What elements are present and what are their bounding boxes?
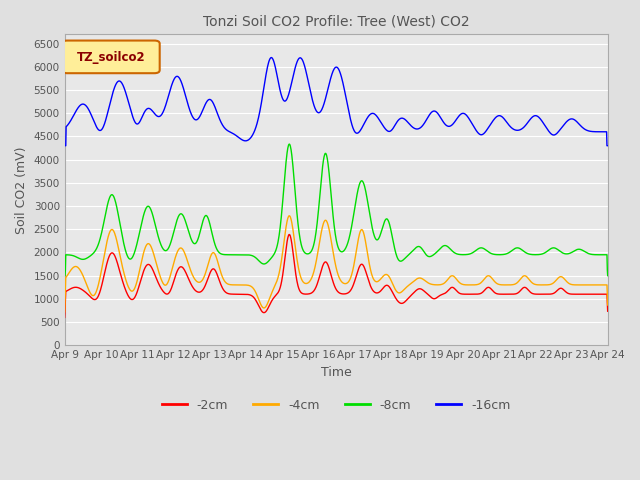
Title: Tonzi Soil CO2 Profile: Tree (West) CO2: Tonzi Soil CO2 Profile: Tree (West) CO2 bbox=[203, 15, 470, 29]
Y-axis label: Soil CO2 (mV): Soil CO2 (mV) bbox=[15, 146, 28, 234]
X-axis label: Time: Time bbox=[321, 366, 351, 379]
FancyBboxPatch shape bbox=[62, 40, 160, 73]
Legend: -2cm, -4cm, -8cm, -16cm: -2cm, -4cm, -8cm, -16cm bbox=[157, 394, 516, 417]
Text: TZ_soilco2: TZ_soilco2 bbox=[77, 50, 145, 63]
